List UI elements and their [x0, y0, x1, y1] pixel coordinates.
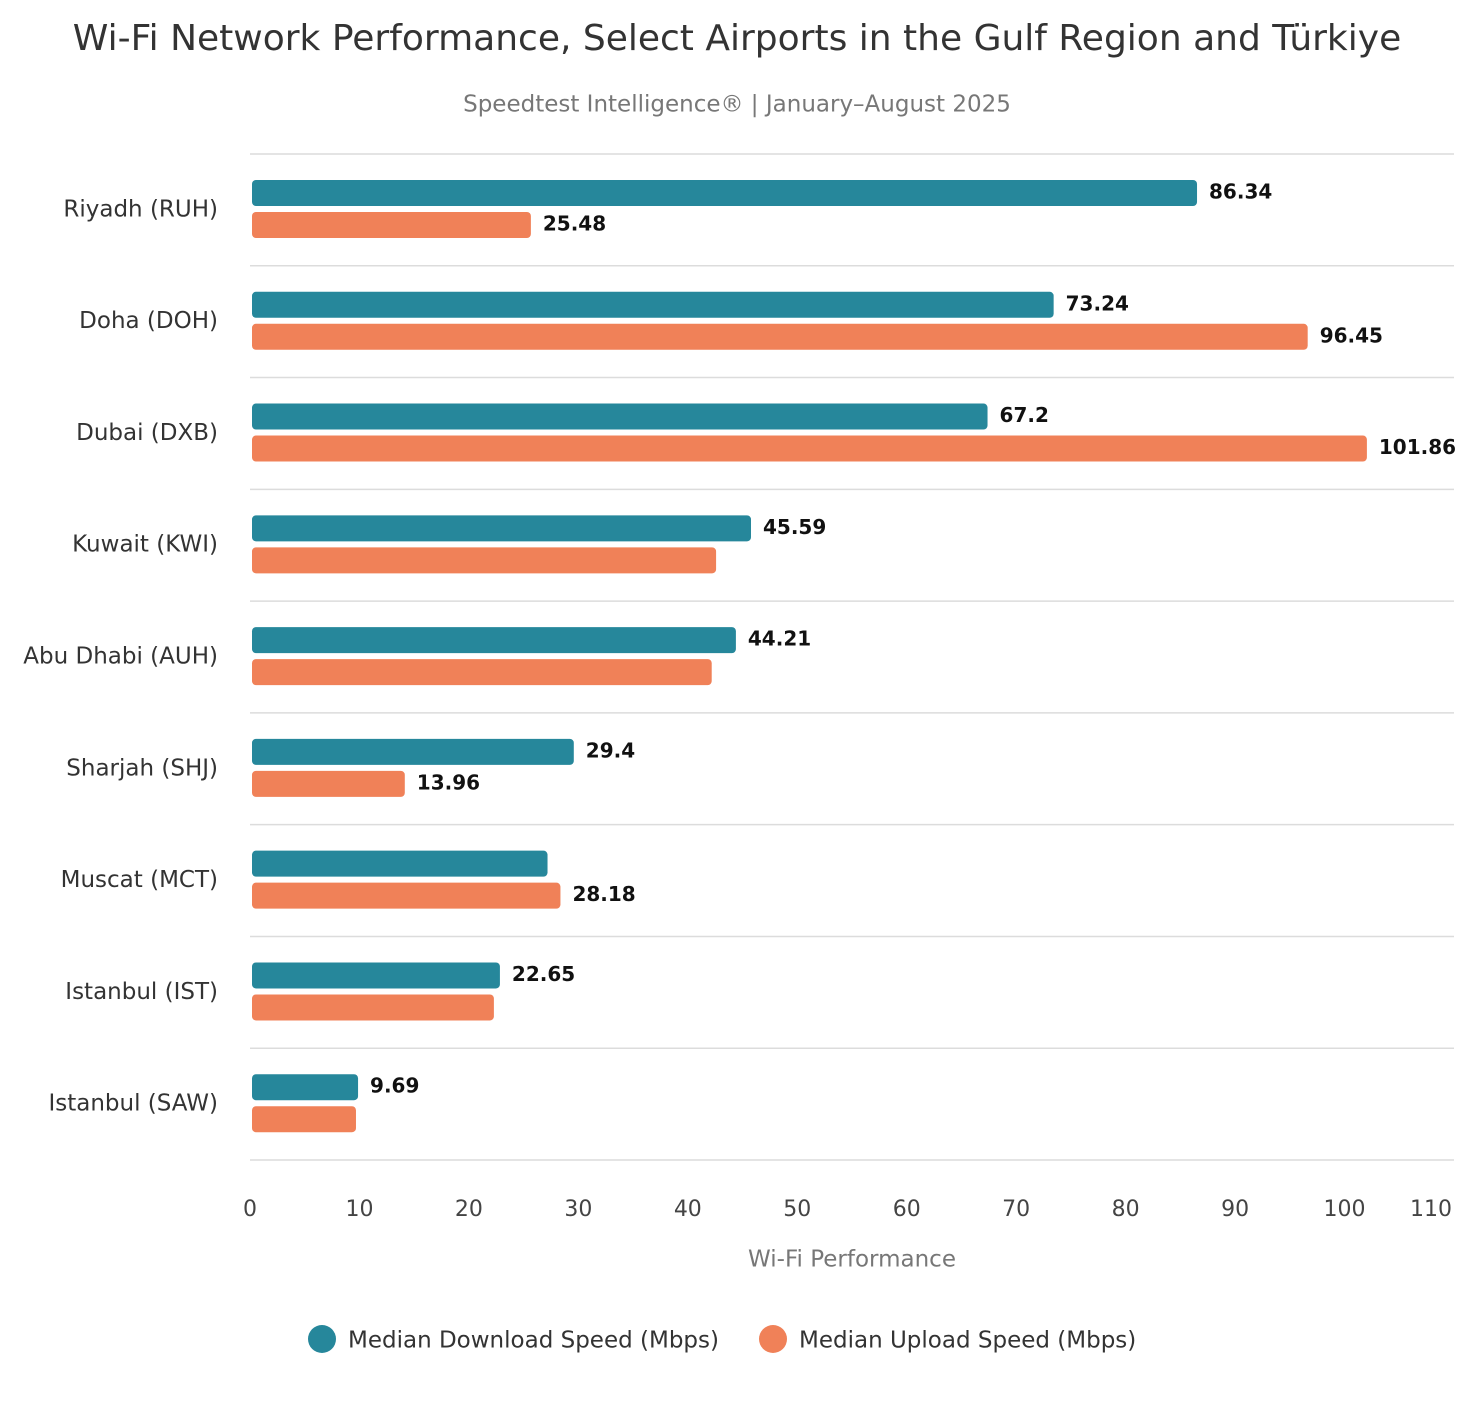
x-tick-label: 80: [1112, 1197, 1140, 1222]
legend-label: Median Download Speed (Mbps): [348, 1328, 719, 1354]
bar: [252, 515, 752, 542]
data-label: 86.34: [1209, 180, 1272, 204]
bar: [252, 659, 712, 686]
chart-subtitle: Speedtest Intelligence® | January–August…: [463, 92, 1011, 118]
legend-marker: [308, 1325, 336, 1353]
bar: [252, 962, 500, 989]
x-tick-label: 50: [783, 1197, 811, 1222]
y-tick-label: Istanbul (SAW): [48, 1091, 218, 1117]
x-tick-label: 40: [674, 1197, 702, 1222]
y-tick-label: Riyadh (RUH): [63, 196, 218, 222]
y-tick-label: Istanbul (IST): [65, 979, 218, 1005]
bar: [252, 994, 494, 1021]
data-label: 25.48: [543, 212, 606, 236]
bar: [252, 882, 561, 909]
bar: [252, 1074, 359, 1101]
bar: [252, 1106, 356, 1133]
data-label: 29.4: [586, 738, 635, 762]
y-tick-label: Sharjah (SHJ): [66, 755, 218, 781]
x-tick-label: 90: [1221, 1197, 1249, 1222]
bar: [252, 738, 574, 765]
y-tick-label: Muscat (MCT): [61, 867, 218, 893]
x-tick-label: 70: [1002, 1197, 1030, 1222]
bar: [252, 323, 1308, 350]
bar: [252, 435, 1367, 462]
legend-label: Median Upload Speed (Mbps): [799, 1328, 1136, 1354]
x-tick-label: 100: [1324, 1197, 1366, 1222]
bar: [252, 403, 988, 430]
data-label: 101.86: [1379, 435, 1456, 459]
legend-marker: [759, 1325, 787, 1353]
data-label: 44.21: [748, 627, 811, 651]
x-tick-label: 10: [345, 1197, 373, 1222]
data-label: 28.18: [572, 882, 635, 906]
bar: [252, 180, 1198, 206]
x-tick-label: 20: [455, 1197, 483, 1222]
data-label: 45.59: [763, 515, 826, 539]
data-label: 22.65: [512, 962, 575, 986]
y-tick-label: Abu Dhabi (AUH): [23, 644, 218, 670]
y-tick-label: Kuwait (KWI): [72, 532, 218, 558]
data-label: 96.45: [1320, 323, 1383, 347]
bar: [252, 291, 1054, 318]
bar: [252, 627, 736, 654]
bar: [252, 212, 531, 238]
y-tick-label: Dubai (DXB): [76, 420, 218, 446]
data-label: 9.69: [370, 1074, 419, 1098]
chart-title: Wi-Fi Network Performance, Select Airpor…: [73, 18, 1401, 59]
x-tick-label: 60: [893, 1197, 921, 1222]
bar: [252, 547, 717, 574]
x-axis-label: Wi-Fi Performance: [748, 1247, 956, 1273]
data-label: 13.96: [417, 770, 480, 794]
x-tick-label: 0: [243, 1197, 257, 1222]
x-tick-label: 30: [564, 1197, 592, 1222]
x-tick-label: 110: [1410, 1197, 1452, 1222]
bar: [252, 770, 405, 797]
bar: [252, 850, 548, 877]
data-label: 73.24: [1066, 291, 1129, 315]
data-label: 67.2: [1000, 403, 1049, 427]
y-tick-label: Doha (DOH): [79, 308, 218, 334]
